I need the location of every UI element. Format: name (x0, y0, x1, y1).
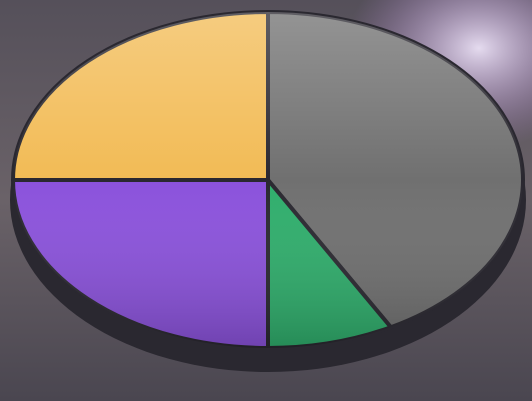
pie (11, 10, 525, 350)
